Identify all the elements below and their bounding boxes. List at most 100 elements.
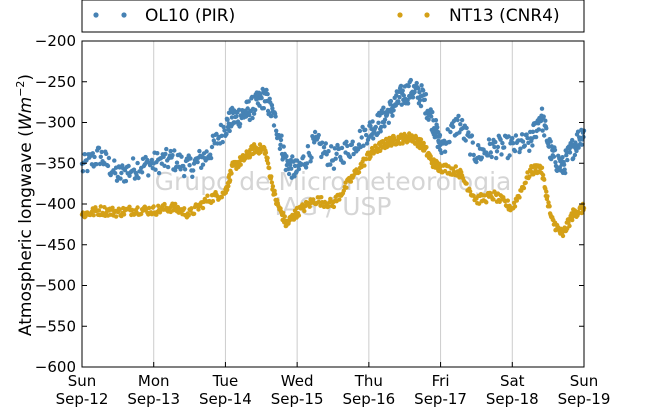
data-point — [127, 204, 132, 209]
data-point — [392, 137, 397, 143]
data-point — [422, 97, 427, 103]
data-point — [498, 137, 503, 142]
legend-label-nt13: NT13 (CNR4) — [449, 6, 560, 26]
data-point — [136, 175, 141, 181]
data-point — [113, 214, 119, 219]
x-tick-label-day: Sun — [68, 372, 97, 390]
data-point — [495, 144, 501, 150]
data-point — [320, 140, 325, 145]
data-point — [511, 141, 516, 146]
data-point — [307, 204, 312, 209]
data-point — [308, 159, 313, 164]
data-point — [381, 105, 386, 110]
data-point — [106, 155, 112, 161]
legend: OL10 (PIR) NT13 (CNR4) — [81, 0, 585, 33]
data-point — [394, 93, 399, 98]
data-point — [560, 233, 566, 239]
data-point — [334, 151, 339, 156]
y-axis-unit-exponent: −2 — [14, 81, 27, 97]
data-point — [386, 120, 391, 126]
data-point — [196, 207, 201, 212]
data-point — [112, 158, 117, 163]
data-point — [277, 146, 283, 151]
data-point — [237, 121, 243, 127]
data-point — [210, 199, 216, 204]
data-point — [221, 124, 226, 130]
data-point — [563, 170, 568, 176]
data-point — [162, 201, 167, 207]
data-point — [80, 169, 86, 174]
data-point — [316, 132, 321, 138]
data-point — [288, 162, 293, 168]
data-point — [417, 98, 423, 103]
data-point — [301, 154, 306, 159]
data-point — [379, 124, 384, 130]
data-point — [219, 133, 224, 138]
data-point — [370, 119, 375, 124]
data-point — [190, 174, 195, 179]
data-point — [398, 83, 404, 89]
data-point — [278, 137, 284, 143]
data-point — [219, 195, 224, 200]
data-point — [494, 149, 500, 154]
data-point — [553, 160, 558, 165]
y-tick-label: −300 — [35, 114, 76, 132]
x-tick-label-day: Mon — [138, 372, 170, 390]
y-tick-label: −200 — [35, 32, 76, 50]
data-point — [542, 133, 547, 138]
data-point — [468, 189, 473, 194]
data-point — [85, 168, 90, 174]
data-point — [220, 139, 225, 145]
data-point — [570, 217, 575, 223]
data-point — [321, 145, 327, 150]
data-point — [574, 148, 579, 154]
data-point — [191, 161, 197, 166]
data-point — [97, 161, 103, 167]
data-point — [290, 154, 295, 159]
y-axis: −200 −250 −300 −350 −400 −450 −500 −550 −600 — [35, 32, 584, 376]
data-point — [98, 154, 104, 159]
data-point — [471, 152, 476, 158]
data-point — [261, 106, 266, 111]
data-point — [259, 95, 264, 101]
data-point — [163, 151, 168, 157]
data-point — [139, 211, 144, 217]
data-point — [378, 129, 383, 134]
data-point — [197, 148, 202, 154]
data-point — [414, 80, 419, 86]
data-point — [335, 142, 340, 148]
data-point — [281, 210, 286, 216]
data-point — [507, 153, 512, 158]
data-point — [560, 155, 565, 160]
data-point — [309, 155, 314, 160]
data-point — [318, 203, 323, 208]
data-point — [225, 187, 230, 192]
data-point — [227, 128, 232, 134]
data-point — [371, 136, 376, 141]
series-0 — [79, 77, 587, 184]
data-point — [296, 213, 302, 218]
data-point — [406, 83, 411, 89]
data-point — [373, 124, 378, 130]
data-point — [525, 170, 530, 175]
data-point — [118, 176, 123, 181]
data-point — [149, 157, 155, 163]
data-point — [423, 92, 429, 97]
data-point — [117, 207, 122, 212]
data-point — [421, 140, 426, 146]
data-point — [521, 185, 527, 191]
data-point — [517, 195, 522, 200]
data-point — [552, 147, 558, 153]
data-point — [200, 205, 206, 211]
data-point — [267, 165, 272, 171]
data-point — [130, 156, 136, 161]
data-point — [135, 160, 140, 166]
data-point — [182, 167, 188, 172]
data-point — [279, 133, 284, 138]
data-point — [168, 148, 173, 154]
data-point — [104, 151, 109, 156]
x-tick-label-date: Sep-15 — [271, 390, 324, 408]
data-point — [208, 155, 214, 161]
data-point — [412, 89, 417, 95]
